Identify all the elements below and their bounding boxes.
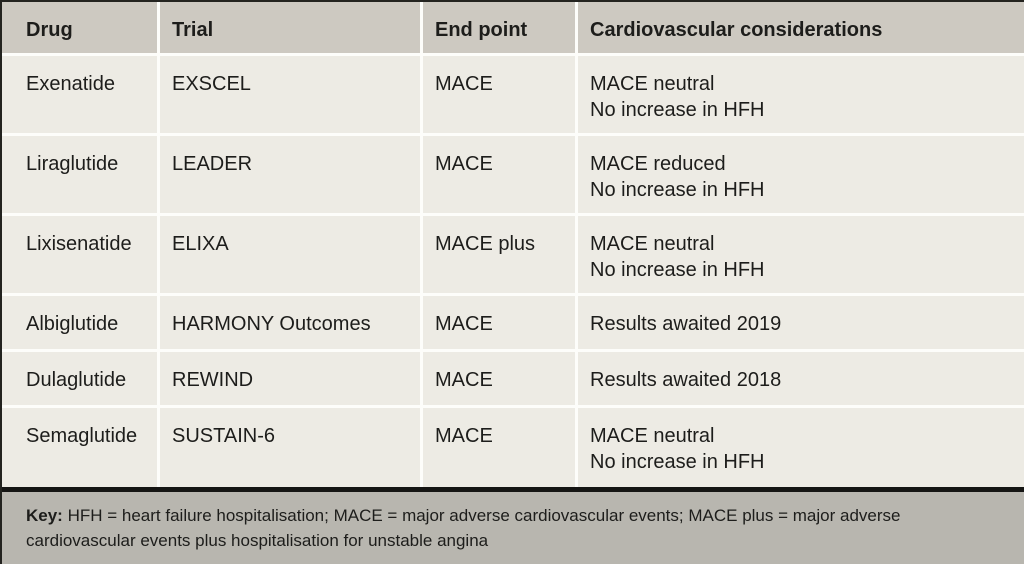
cell-considerations: Results awaited 2018 [575, 352, 1024, 408]
cell-considerations: Results awaited 2019 [575, 296, 1024, 352]
cell-endpoint: MACE [420, 56, 575, 136]
cell-trial: HARMONY Outcomes [157, 296, 420, 352]
cell-considerations: MACE neutral No increase in HFH [575, 56, 1024, 136]
cell-considerations: MACE neutral No increase in HFH [575, 216, 1024, 296]
cell-drug: Exenatide [2, 56, 157, 136]
table-key-footnote: Key: HFH = heart failure hospitalisation… [2, 487, 1024, 564]
consideration-line: Results awaited 2019 [590, 313, 782, 335]
consideration-line: MACE neutral [590, 233, 715, 255]
cell-considerations: MACE reduced No increase in HFH [575, 136, 1024, 216]
consideration-line: MACE reduced [590, 153, 726, 175]
cell-drug: Albiglutide [2, 296, 157, 352]
column-header-endpoint: End point [420, 2, 575, 56]
cell-trial: SUSTAIN-6 [157, 408, 420, 487]
table-row: Albiglutide HARMONY Outcomes MACE Result… [2, 296, 1024, 352]
cv-outcomes-table: Drug Trial End point Cardiovascular cons… [2, 2, 1024, 487]
cell-endpoint: MACE [420, 136, 575, 216]
consideration-line: Results awaited 2018 [590, 369, 782, 391]
cell-considerations: MACE neutral No increase in HFH [575, 408, 1024, 487]
cell-drug: Lixisenatide [2, 216, 157, 296]
cell-endpoint: MACE plus [420, 216, 575, 296]
cell-drug: Dulaglutide [2, 352, 157, 408]
cell-endpoint: MACE [420, 408, 575, 487]
table-row: Liraglutide LEADER MACE MACE reduced No … [2, 136, 1024, 216]
cell-endpoint: MACE [420, 296, 575, 352]
table-row: Exenatide EXSCEL MACE MACE neutral No in… [2, 56, 1024, 136]
cell-trial: REWIND [157, 352, 420, 408]
column-header-considerations: Cardiovascular considerations [575, 2, 1024, 56]
table-row: Lixisenatide ELIXA MACE plus MACE neutra… [2, 216, 1024, 296]
table-row: Semaglutide SUSTAIN-6 MACE MACE neutral … [2, 408, 1024, 487]
cell-drug: Semaglutide [2, 408, 157, 487]
cell-endpoint: MACE [420, 352, 575, 408]
table-row: Dulaglutide REWIND MACE Results awaited … [2, 352, 1024, 408]
column-header-drug: Drug [2, 2, 157, 56]
cell-drug: Liraglutide [2, 136, 157, 216]
header-row: Drug Trial End point Cardiovascular cons… [2, 2, 1024, 56]
consideration-line: No increase in HFH [590, 99, 765, 121]
cell-trial: EXSCEL [157, 56, 420, 136]
cell-trial: LEADER [157, 136, 420, 216]
consideration-line: No increase in HFH [590, 259, 765, 281]
consideration-line: No increase in HFH [590, 451, 765, 473]
consideration-line: No increase in HFH [590, 179, 765, 201]
consideration-line: MACE neutral [590, 73, 715, 95]
key-label: Key: [26, 506, 63, 525]
consideration-line: MACE neutral [590, 425, 715, 447]
column-header-trial: Trial [157, 2, 420, 56]
key-text: HFH = heart failure hospitalisation; MAC… [26, 506, 901, 550]
cell-trial: ELIXA [157, 216, 420, 296]
